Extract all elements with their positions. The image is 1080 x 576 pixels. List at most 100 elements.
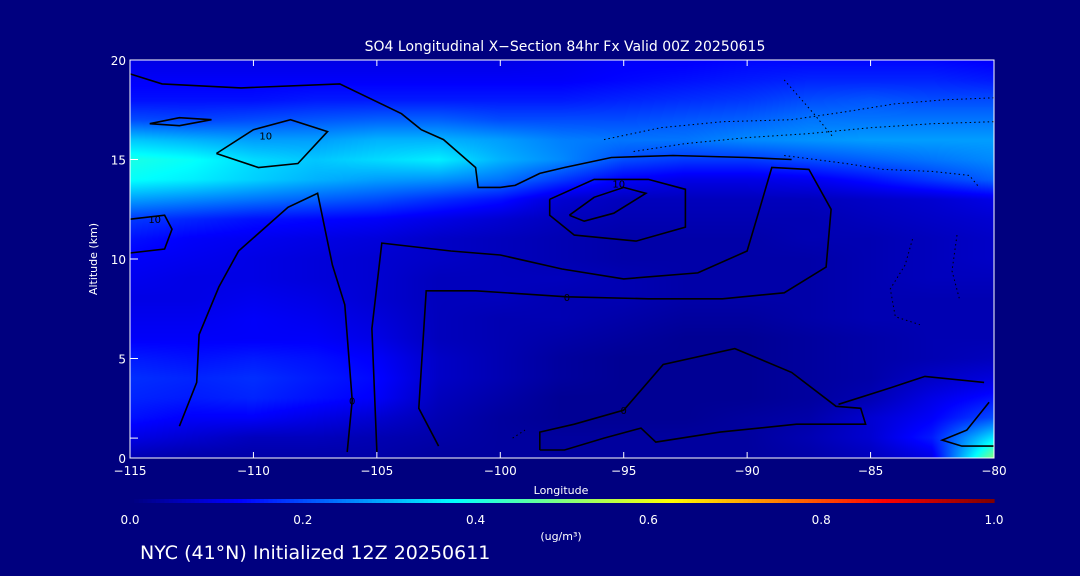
x-tick-label: −115 [114, 464, 147, 478]
colorbar-segment [734, 499, 740, 503]
colorbar-tick-label: 0.4 [466, 513, 485, 527]
colorbar-segment [959, 499, 965, 503]
colorbar-segment [911, 499, 917, 503]
contour-label: 10 [148, 215, 161, 226]
colorbar-segment [371, 499, 377, 503]
colorbar-segment [613, 499, 619, 503]
colorbar-segment [773, 499, 779, 503]
colorbar-label: (ug/m³) [540, 530, 581, 543]
colorbar-segment [574, 499, 580, 503]
colorbar-segment [587, 499, 593, 503]
y-tick-label: 0 [118, 452, 126, 466]
colorbar-segment [950, 499, 956, 503]
colorbar-segment [363, 499, 369, 503]
colorbar-segment [281, 499, 287, 503]
colorbar-segment [523, 499, 529, 503]
colorbar-segment [406, 499, 412, 503]
contour-label: 0 [349, 396, 355, 407]
colorbar-segment [635, 499, 641, 503]
colorbar-segment [142, 499, 148, 503]
colorbar-segment [475, 499, 481, 503]
colorbar-segment [423, 499, 429, 503]
colorbar-segment [505, 499, 511, 503]
colorbar-segment [924, 499, 930, 503]
colorbar-segment [238, 499, 243, 503]
contour-line-11 [939, 401, 994, 447]
colorbar-segment [389, 499, 395, 503]
contour-line-5 [371, 166, 832, 453]
colorbar-segment [458, 499, 464, 503]
colorbar-segment [894, 499, 900, 503]
y-tick-label: 10 [111, 253, 126, 267]
colorbar-segment [294, 499, 300, 503]
colorbar-segment [514, 499, 520, 503]
colorbar-segment [276, 499, 282, 503]
colorbar-segment [250, 499, 256, 503]
colorbar-segment [207, 499, 213, 503]
contour-line-2 [149, 116, 212, 127]
y-tick-label: 5 [118, 353, 126, 367]
colorbar-segment [920, 499, 926, 503]
colorbar-segment [700, 499, 706, 503]
colorbar-segment [618, 499, 624, 503]
colorbar-segment [151, 499, 157, 503]
colorbar-segment [838, 499, 844, 503]
colorbar: 0.0 0.2 0.4 0.6 0.8 1.0 [120, 499, 1004, 527]
contour-line-3 [568, 186, 648, 223]
colorbar-segment [579, 499, 585, 503]
colorbar-segment [760, 499, 766, 503]
colorbar-segment [484, 499, 490, 503]
colorbar-segment [687, 499, 693, 503]
colorbar-segment [220, 499, 226, 503]
colorbar-segment [842, 499, 848, 503]
colorbar-segment [704, 499, 710, 503]
colorbar-segment [955, 499, 961, 503]
colorbar-segment [670, 499, 675, 503]
colorbar-segment [549, 499, 554, 503]
colorbar-segment [497, 499, 503, 503]
colorbar-segment [743, 499, 749, 503]
colorbar-segment [765, 499, 770, 503]
colorbar-segment [778, 499, 783, 503]
colorbar-segment [583, 499, 589, 503]
colorbar-segment [428, 499, 433, 503]
colorbar-segment [164, 499, 170, 503]
colorbar-segment [786, 499, 792, 503]
colorbar-segment [168, 499, 174, 503]
colorbar-segment [350, 499, 356, 503]
contour-line-1 [215, 118, 329, 169]
colorbar-segment [138, 499, 144, 503]
colorbar-segment [307, 499, 313, 503]
colorbar-segment [566, 499, 572, 503]
x-tick-label: −80 [981, 464, 1006, 478]
colorbar-segment [916, 499, 922, 503]
colorbar-segment [976, 499, 982, 503]
colorbar-segment [886, 499, 891, 503]
colorbar-segment [194, 499, 200, 503]
colorbar-segment [441, 499, 446, 503]
colorbar-tick-label: 0.6 [639, 513, 658, 527]
colorbar-segment [946, 499, 952, 503]
colorbar-segment [320, 499, 325, 503]
colorbar-segment [855, 499, 861, 503]
colorbar-segment [968, 499, 973, 503]
colorbar-segment [605, 499, 611, 503]
colorbar-segment [544, 499, 550, 503]
colorbar-segment [466, 499, 472, 503]
x-tick-label: −90 [734, 464, 759, 478]
colorbar-segment [263, 499, 269, 503]
colorbar-segment [432, 499, 438, 503]
colorbar-segment [769, 499, 775, 503]
colorbar-segment [255, 499, 261, 503]
colorbar-segment [242, 499, 248, 503]
colorbar-segment [890, 499, 896, 503]
colorbar-segment [717, 499, 723, 503]
colorbar-segment [695, 499, 701, 503]
colorbar-segment [790, 499, 796, 503]
colorbar-segment [454, 499, 459, 503]
colorbar-segment [907, 499, 913, 503]
colorbar-segment [644, 499, 649, 503]
colorbar-segment [155, 499, 161, 503]
colorbar-segment [324, 499, 330, 503]
colorbar-segment [471, 499, 477, 503]
